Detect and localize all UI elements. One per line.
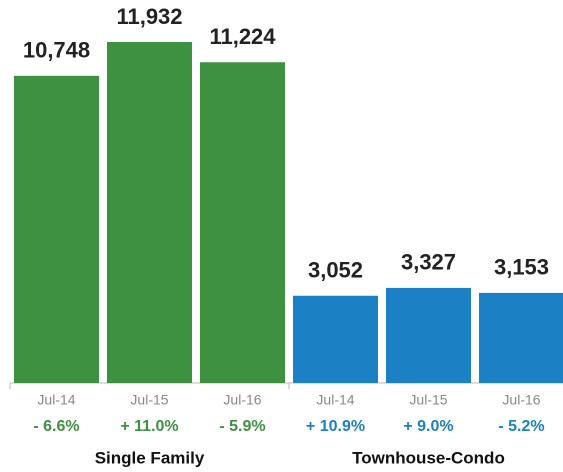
- bar: [293, 295, 378, 383]
- value-label: 11,224: [209, 24, 276, 49]
- value-label: 3,153: [494, 255, 549, 280]
- bar: [14, 75, 99, 384]
- category-label: Jul-16: [223, 392, 261, 408]
- group-label: Single Family: [95, 448, 205, 467]
- change-label: - 6.6%: [33, 418, 79, 435]
- bar: [479, 292, 563, 383]
- change-label: + 11.0%: [120, 418, 178, 435]
- value-label: 3,327: [401, 250, 456, 275]
- bar: [386, 287, 471, 383]
- group-label: Townhouse-Condo: [352, 448, 505, 467]
- bar: [200, 62, 285, 384]
- value-label: 3,052: [308, 258, 363, 283]
- category-label: Jul-14: [316, 392, 354, 408]
- value-label: 11,932: [116, 4, 182, 29]
- change-label: - 5.9%: [219, 418, 265, 435]
- category-label: Jul-16: [502, 392, 540, 408]
- bar: [107, 42, 192, 383]
- change-label: - 5.2%: [498, 418, 544, 435]
- change-label: + 9.0%: [403, 418, 453, 435]
- change-label: + 10.9%: [306, 418, 365, 435]
- category-label: Jul-15: [130, 392, 168, 408]
- value-label: 10,748: [23, 38, 90, 63]
- category-label: Jul-14: [37, 392, 75, 408]
- category-label: Jul-15: [409, 392, 447, 408]
